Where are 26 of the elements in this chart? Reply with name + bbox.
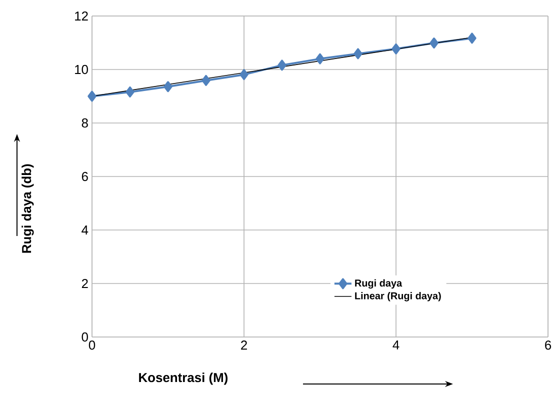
legend-label: Linear (Rugi daya) bbox=[355, 292, 441, 302]
point bbox=[240, 69, 248, 80]
y-tick-label: 12 bbox=[75, 11, 88, 21]
point bbox=[430, 38, 438, 48]
x-tick-label: 2 bbox=[241, 340, 247, 350]
y-tick-label: 6 bbox=[82, 172, 88, 182]
point bbox=[164, 81, 172, 92]
point bbox=[316, 53, 324, 64]
point bbox=[126, 86, 134, 98]
point bbox=[468, 32, 476, 44]
y-tick-label: 0 bbox=[82, 332, 88, 342]
x-axis-title: Kosentrasi (M) bbox=[139, 372, 228, 385]
point bbox=[278, 60, 286, 71]
point bbox=[392, 43, 400, 54]
point bbox=[354, 48, 362, 60]
legend-label: Rugi daya bbox=[355, 279, 402, 289]
y-axis-title: Rugi daya (db) bbox=[22, 164, 34, 253]
x-tick-label: 0 bbox=[88, 340, 96, 350]
x-tick-label: 4 bbox=[392, 340, 400, 350]
y-tick-label: 8 bbox=[82, 118, 88, 128]
y-tick-label: 2 bbox=[82, 278, 88, 288]
point bbox=[88, 90, 96, 102]
y-tick-label: 4 bbox=[82, 226, 88, 234]
point bbox=[202, 74, 210, 86]
x-tick-label: 6 bbox=[545, 340, 552, 350]
y-tick-label: 10 bbox=[75, 64, 88, 74]
